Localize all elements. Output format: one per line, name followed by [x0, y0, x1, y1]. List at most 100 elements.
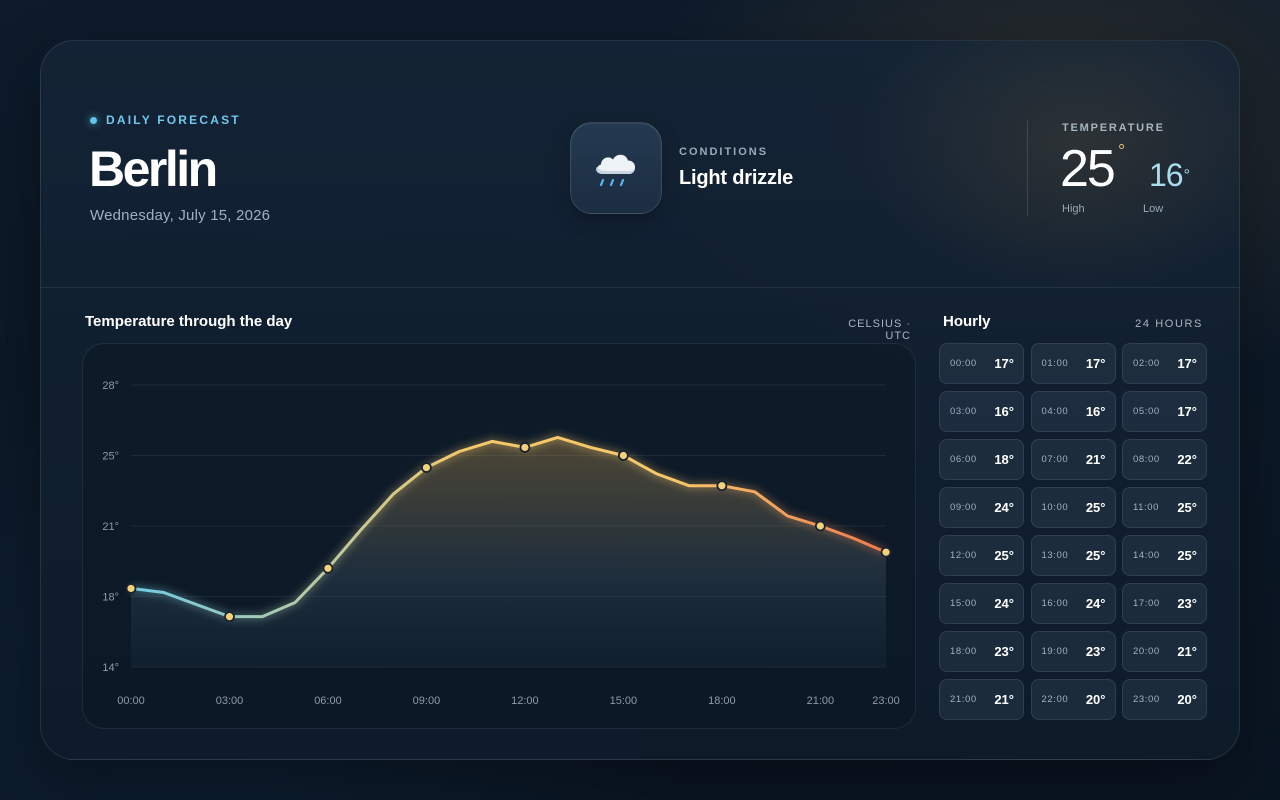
status-dot-icon	[90, 116, 97, 124]
hourly-temp: 25°	[1085, 548, 1106, 563]
hourly-temp: 21°	[1085, 452, 1106, 467]
hourly-cell[interactable]: 10:00 25°	[1030, 487, 1116, 528]
hourly-cell[interactable]: 06:00 18°	[939, 439, 1024, 480]
hourly-cell[interactable]: 11:00 25°	[1122, 487, 1207, 528]
city-name: Berlin	[89, 141, 218, 197]
data-point	[125, 583, 137, 594]
divider	[1027, 120, 1028, 216]
temperature-label: TEMPERATURE	[1062, 122, 1165, 134]
hourly-cell[interactable]: 01:00 17°	[1030, 343, 1116, 384]
data-point	[322, 562, 334, 574]
hourly-time: 17:00	[1133, 598, 1160, 609]
hourly-temp: 21°	[994, 692, 1014, 707]
hourly-temp: 24°	[994, 596, 1014, 611]
hourly-time: 16:00	[1041, 598, 1069, 609]
conditions-value: Light drizzle	[679, 167, 794, 189]
hourly-grid: 00:00 17° 01:00 17° 02:00 17° 03:00 16° 04:00 16°…	[939, 343, 1209, 720]
y-tick-label: 28°	[102, 380, 119, 392]
temperature-line	[129, 435, 888, 619]
hourly-cell[interactable]: 04:00 16°	[1030, 391, 1116, 432]
y-tick-label: 18°	[102, 592, 119, 604]
hourly-cell[interactable]: 16:00 24°	[1030, 583, 1116, 624]
cloud-drizzle-icon	[596, 154, 636, 187]
x-tick-label: 00:00	[117, 695, 145, 707]
data-point	[716, 480, 728, 492]
temperature-area	[131, 437, 886, 667]
hourly-temp: 23°	[994, 644, 1014, 659]
hourly-cell[interactable]: 00:00 17°	[939, 343, 1024, 384]
hourly-cell[interactable]: 13:00 25°	[1030, 535, 1116, 576]
hourly-meta: 24 HOURS	[1135, 318, 1203, 330]
hourly-time: 20:00	[1133, 646, 1160, 657]
data-point	[814, 520, 826, 532]
hourly-time: 08:00	[1133, 454, 1160, 465]
data-point	[519, 442, 531, 453]
conditions-label: CONDITIONS	[679, 146, 769, 158]
hourly-temp: 25°	[1177, 500, 1197, 515]
x-tick-label: 18:00	[708, 695, 736, 707]
data-point	[617, 450, 629, 461]
hourly-cell[interactable]: 20:00 21°	[1122, 631, 1207, 672]
hourly-cell[interactable]: 22:00 20°	[1030, 679, 1116, 720]
hourly-temp: 20°	[1177, 692, 1197, 707]
x-tick-label: 09:00	[413, 695, 441, 707]
temperature-chart: 28° 25° 21° 18° 14° 00:00 03:00 06:00 09:00 12:00…	[82, 343, 916, 729]
low-caption: Low	[1143, 203, 1164, 215]
hourly-temp: 25°	[1177, 548, 1197, 563]
hourly-cell[interactable]: 02:00 17°	[1122, 343, 1207, 384]
data-point	[224, 611, 235, 623]
hourly-time: 01:00	[1041, 358, 1069, 369]
hourly-cell[interactable]: 14:00 25°	[1122, 535, 1207, 576]
eyebrow: DAILY FORECAST	[90, 113, 241, 127]
hourly-cell[interactable]: 07:00 21°	[1030, 439, 1116, 480]
hourly-cell[interactable]: 12:00 25°	[939, 535, 1024, 576]
hourly-cell[interactable]: 05:00 17°	[1122, 391, 1207, 432]
hourly-cell[interactable]: 21:00 21°	[939, 679, 1024, 720]
eyebrow-label: DAILY FORECAST	[106, 113, 241, 127]
y-tick-label: 14°	[102, 662, 119, 674]
hourly-time: 04:00	[1041, 406, 1069, 417]
hourly-time: 03:00	[950, 406, 977, 417]
data-point	[421, 462, 432, 473]
hourly-temp: 17°	[1085, 356, 1106, 371]
hourly-time: 19:00	[1041, 646, 1069, 657]
hourly-cell[interactable]: 19:00 23°	[1030, 631, 1116, 672]
conditions-icon-box	[570, 122, 662, 214]
hourly-temp: 16°	[994, 404, 1014, 419]
x-tick-label: 23:00	[872, 695, 900, 707]
hourly-time: 05:00	[1133, 406, 1160, 417]
hourly-cell[interactable]: 23:00 20°	[1122, 679, 1207, 720]
x-tick-label: 03:00	[216, 695, 244, 707]
hourly-time: 10:00	[1041, 502, 1069, 513]
hourly-time: 13:00	[1041, 550, 1069, 561]
y-tick-label: 21°	[102, 521, 119, 533]
hourly-temp: 23°	[1177, 596, 1197, 611]
hourly-temp: 25°	[994, 548, 1014, 563]
high-degree-symbol: °	[1118, 141, 1126, 161]
hourly-cell[interactable]: 09:00 24°	[939, 487, 1024, 528]
x-tick-label: 06:00	[314, 695, 342, 707]
x-tick-label: 15:00	[610, 695, 638, 707]
hourly-cell[interactable]: 17:00 23°	[1122, 583, 1207, 624]
hourly-cell[interactable]: 08:00 22°	[1122, 439, 1207, 480]
hourly-temp: 17°	[1177, 404, 1197, 419]
hourly-time: 09:00	[950, 502, 977, 513]
hourly-temp: 23°	[1085, 644, 1106, 659]
hourly-time: 18:00	[950, 646, 977, 657]
hourly-time: 07:00	[1041, 454, 1069, 465]
hourly-time: 00:00	[950, 358, 977, 369]
hourly-time: 21:00	[950, 694, 977, 705]
hourly-temp: 16°	[1085, 404, 1106, 419]
hourly-cell[interactable]: 18:00 23°	[939, 631, 1024, 672]
forecast-date: Wednesday, July 15, 2026	[90, 207, 271, 224]
x-tick-label: 21:00	[807, 695, 835, 707]
hourly-cell[interactable]: 15:00 24°	[939, 583, 1024, 624]
data-point	[880, 546, 892, 558]
hourly-temp: 18°	[994, 452, 1014, 467]
hourly-time: 22:00	[1041, 694, 1069, 705]
y-tick-label: 25°	[102, 451, 119, 463]
hourly-time: 06:00	[950, 454, 977, 465]
high-temperature-value: 25	[1060, 140, 1116, 198]
hourly-cell[interactable]: 03:00 16°	[939, 391, 1024, 432]
hourly-title: Hourly	[943, 313, 991, 330]
